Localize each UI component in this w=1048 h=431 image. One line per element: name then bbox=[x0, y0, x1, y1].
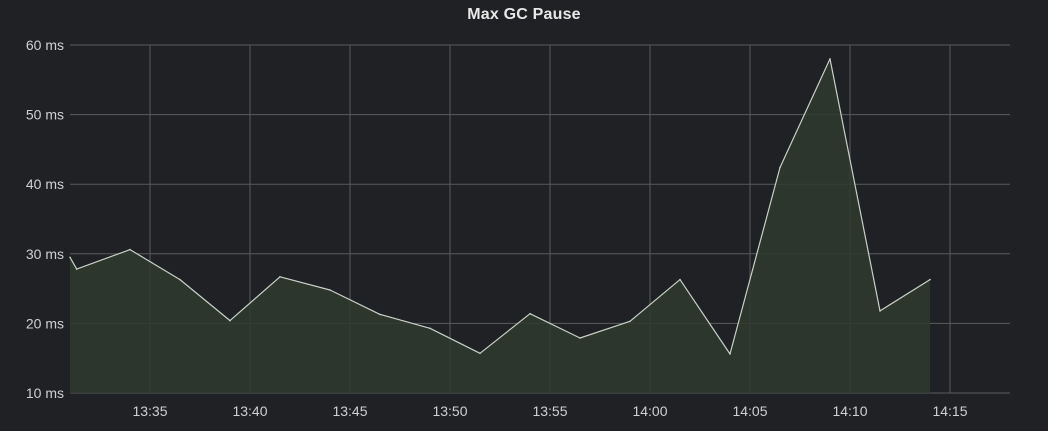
data-point bbox=[829, 58, 831, 60]
data-point bbox=[75, 268, 78, 270]
data-point bbox=[69, 256, 71, 259]
data-point bbox=[479, 352, 481, 355]
x-tick-label: 14:05 bbox=[732, 403, 767, 419]
data-point bbox=[679, 278, 681, 281]
data-point bbox=[779, 166, 781, 169]
data-point bbox=[279, 276, 281, 278]
data-point bbox=[179, 278, 181, 281]
x-tick-label: 14:15 bbox=[932, 403, 967, 419]
data-point bbox=[629, 320, 631, 323]
y-tick-label: 30 ms bbox=[26, 246, 64, 262]
y-tick-label: 20 ms bbox=[26, 315, 64, 331]
x-tick-label: 13:50 bbox=[432, 403, 467, 419]
y-axis-labels: 10 ms 20 ms 30 ms 40 ms 50 ms 60 ms bbox=[26, 37, 64, 401]
x-tick-label: 14:00 bbox=[632, 403, 667, 419]
data-point bbox=[429, 327, 431, 330]
chart-title: Max GC Pause bbox=[467, 6, 581, 23]
data-point bbox=[579, 337, 581, 339]
y-tick-label: 40 ms bbox=[26, 176, 64, 192]
series-fill bbox=[70, 58, 930, 394]
data-point bbox=[529, 312, 531, 315]
x-tick-label: 13:40 bbox=[232, 403, 267, 419]
y-tick-label: 50 ms bbox=[26, 107, 64, 123]
y-tick-label: 60 ms bbox=[26, 37, 64, 53]
x-tick-label: 13:55 bbox=[532, 403, 567, 419]
data-point bbox=[729, 353, 731, 355]
data-point bbox=[129, 248, 131, 251]
data-point bbox=[329, 289, 331, 291]
data-point bbox=[879, 310, 881, 312]
series-area bbox=[69, 58, 931, 394]
x-tick-label: 13:45 bbox=[332, 403, 367, 419]
y-tick-label: 10 ms bbox=[26, 385, 64, 401]
x-tick-label: 13:35 bbox=[132, 403, 167, 419]
data-point bbox=[929, 278, 931, 281]
data-point bbox=[229, 319, 231, 322]
data-point bbox=[379, 313, 381, 316]
x-axis-labels: 13:35 13:40 13:45 13:50 13:55 14:00 14:05 14:10… bbox=[132, 403, 967, 419]
x-tick-label: 14:10 bbox=[832, 403, 867, 419]
